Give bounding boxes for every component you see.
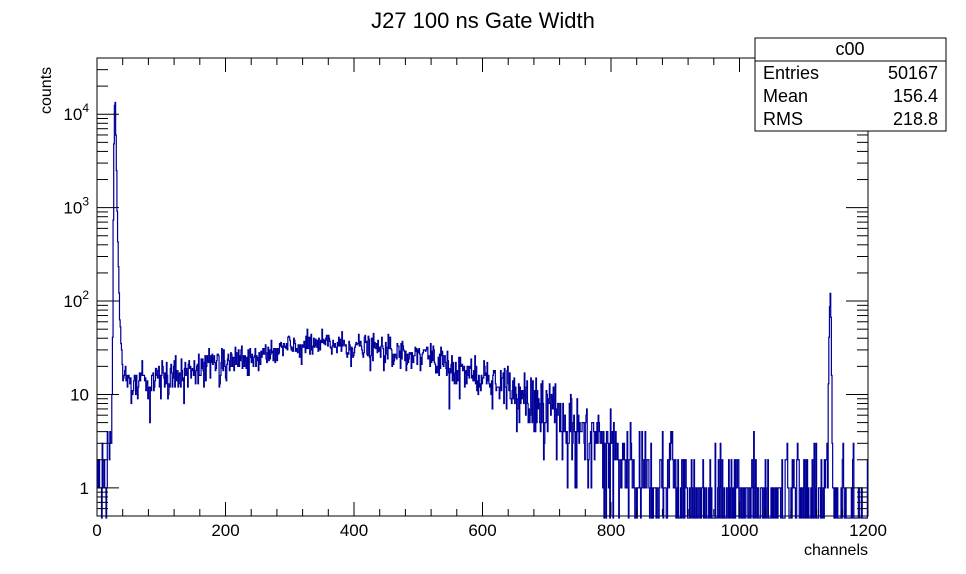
stats-mean-label: Mean <box>763 86 808 106</box>
x-tick-label: 800 <box>597 521 625 540</box>
x-tick-label: 0 <box>92 521 101 540</box>
y-axis-label: counts <box>38 67 55 114</box>
chart-title: J27 100 ns Gate Width <box>371 8 595 33</box>
x-tick-label: 1000 <box>721 521 759 540</box>
x-tick-label: 1200 <box>849 521 887 540</box>
histogram-layer <box>97 101 868 519</box>
stats-rms-label: RMS <box>763 109 803 129</box>
y-tick-label: 10 <box>70 385 89 404</box>
stats-entries-label: Entries <box>763 63 819 83</box>
stats-rms-value: 218.8 <box>893 109 938 129</box>
x-tick-label: 600 <box>468 521 496 540</box>
y-tick-label: 1 <box>80 479 89 498</box>
x-axis-label: channels <box>804 542 868 559</box>
stats-box-name: c00 <box>835 39 864 59</box>
x-tick-label: 200 <box>211 521 239 540</box>
histogram-series <box>97 101 868 519</box>
y-axis: 1 10 102 103 104 <box>63 57 868 517</box>
x-tick-label: 400 <box>340 521 368 540</box>
stats-box: c00 Entries 50167 Mean 156.4 RMS 218.8 <box>754 37 947 132</box>
x-axis: 0 200 400 600 800 1000 1200 <box>92 58 887 540</box>
stats-entries-value: 50167 <box>888 63 938 83</box>
plot-frame <box>96 57 869 517</box>
y-tick-label: 102 <box>63 288 89 311</box>
stats-box-frame <box>754 37 947 132</box>
y-tick-label: 104 <box>63 101 89 124</box>
y-tick-label: 103 <box>63 195 89 218</box>
stats-mean-value: 156.4 <box>893 86 938 106</box>
